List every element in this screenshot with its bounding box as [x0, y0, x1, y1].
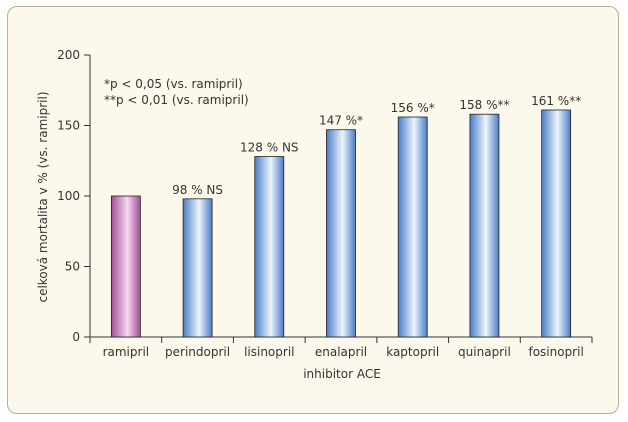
y-tick-label: 200 [57, 48, 80, 62]
bar-value-label: 156 %* [391, 101, 435, 115]
bar-lisinopril [254, 156, 285, 338]
bar-value-label: 147 %* [319, 114, 363, 128]
bar-ramipril [110, 195, 141, 338]
y-axis-title: celková mortalita v % (vs. ramipril) [36, 91, 50, 302]
bar-enalapril [326, 129, 356, 338]
x-tick-label: perindopril [165, 345, 230, 359]
bar-value-label: 158 %** [459, 98, 509, 112]
x-tick-label: lisinopril [244, 345, 294, 359]
x-tick-label: fosinopril [528, 345, 583, 359]
x-tick-label: enalapril [315, 345, 367, 359]
x-axis-title: inhibitor ACE [303, 367, 381, 381]
y-tick-label: 100 [57, 189, 80, 203]
y-tick-label: 50 [65, 260, 80, 274]
bar-value-label: 98 % NS [172, 183, 223, 197]
x-tick-label: quinapril [458, 345, 511, 359]
y-tick-label: 150 [57, 119, 80, 133]
bar-value-label: 128 % NS [240, 141, 299, 155]
x-tick-label: ramipril [103, 345, 150, 359]
bar-fosinopril [541, 109, 572, 338]
y-tick-label: 0 [72, 330, 80, 344]
bar-kaptopril [397, 116, 428, 338]
data-labels: ramipril perindopril 98 % NS lisinopril 128 … [103, 94, 584, 359]
x-tick-label: kaptopril [386, 345, 439, 359]
bar-quinapril [469, 113, 500, 338]
bar-perindopril [182, 198, 213, 338]
y-axis: 0 50 100 150 200 [57, 48, 91, 344]
significance-note-1: *p < 0,05 (vs. ramipril) [104, 77, 243, 91]
bars [110, 109, 572, 338]
significance-note-2: **p < 0,01 (vs. ramipril) [104, 93, 249, 107]
x-axis [89, 336, 593, 343]
chart-frame [7, 6, 619, 414]
bar-value-label: 161 %** [531, 94, 581, 108]
